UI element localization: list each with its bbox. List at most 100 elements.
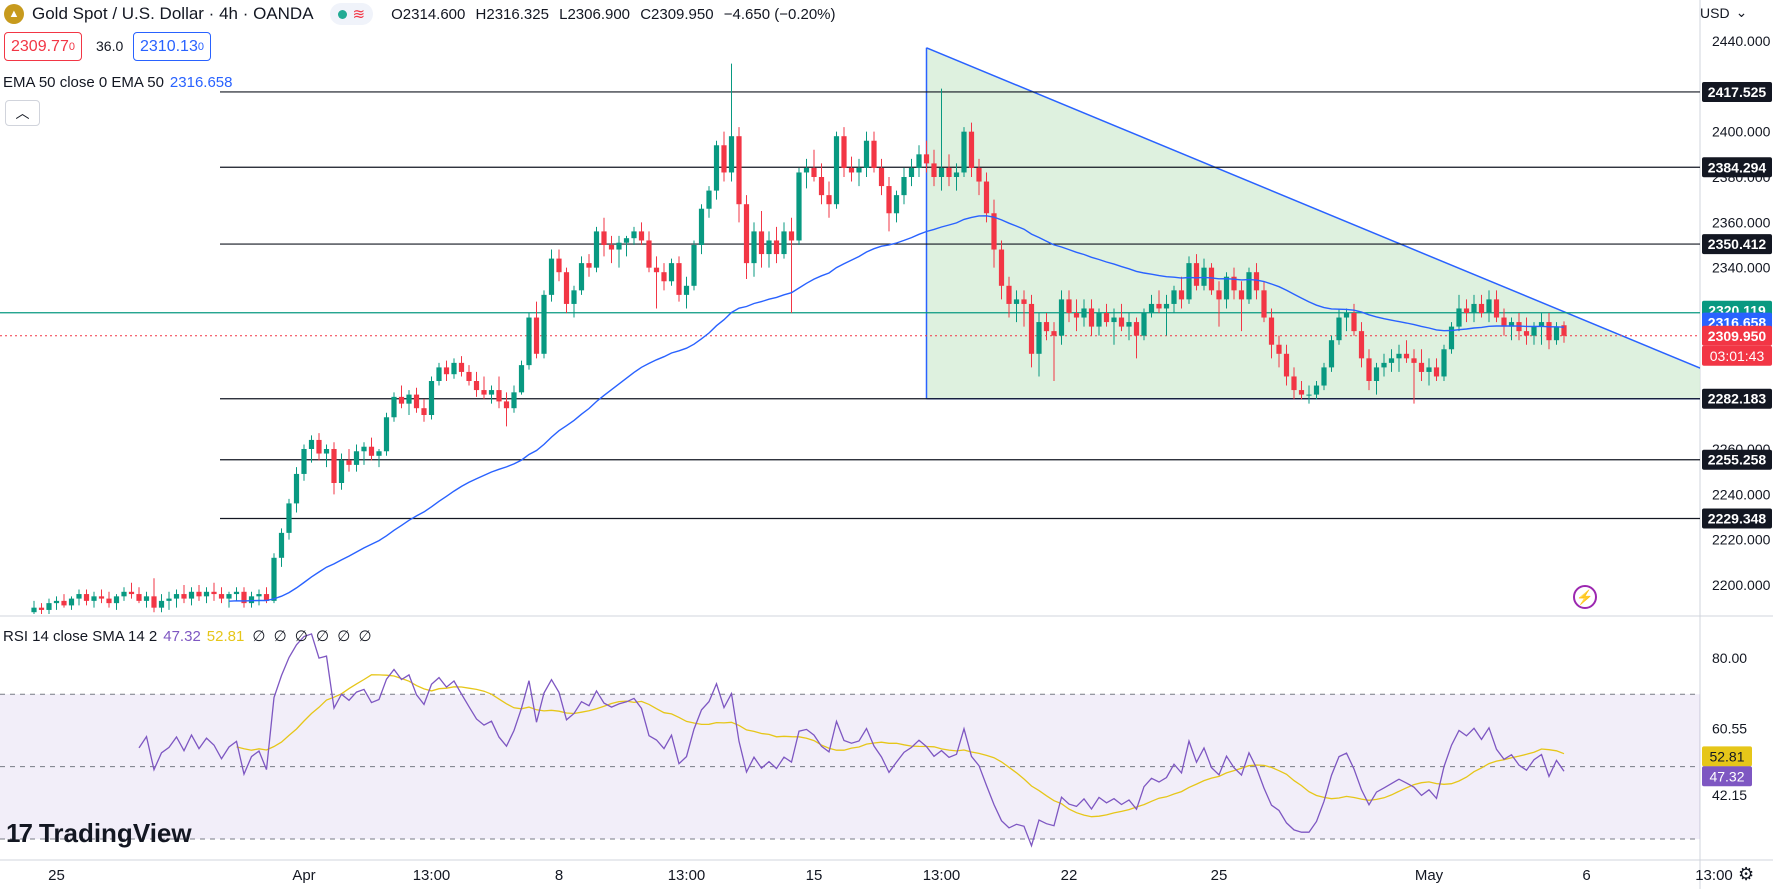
- candle: [938, 88, 945, 191]
- rsi-legend[interactable]: RSI 14 close SMA 14 2 47.32 52.81 ∅ ∅ ∅ ∅ ∅…: [3, 627, 374, 645]
- candle-body: [1081, 308, 1087, 318]
- tradingview-logo[interactable]: 17 TradingView: [6, 818, 192, 849]
- candle: [443, 360, 450, 381]
- candle-body: [376, 451, 382, 456]
- candle: [931, 149, 937, 187]
- candle-body: [1066, 299, 1072, 313]
- candle: [946, 154, 952, 187]
- candle-body: [173, 594, 180, 599]
- candle-body: [31, 607, 37, 613]
- candle-body: [488, 390, 495, 395]
- candle: [451, 358, 457, 379]
- candle: [661, 263, 667, 291]
- candle: [368, 437, 375, 461]
- candle: [1418, 349, 1425, 381]
- candle: [901, 167, 907, 205]
- candle: [1216, 281, 1222, 327]
- candle-body: [511, 392, 517, 409]
- candle-body: [293, 473, 300, 504]
- candle-body: [1373, 367, 1380, 381]
- candle-body: [998, 249, 1005, 286]
- candle-body: [473, 381, 480, 391]
- candle: [361, 442, 367, 465]
- candle: [1171, 285, 1177, 313]
- candle: [541, 290, 547, 359]
- candle-body: [143, 596, 150, 601]
- candle: [68, 596, 75, 610]
- candle-body: [1508, 322, 1515, 327]
- candle: [871, 131, 877, 173]
- candle-body: [1006, 285, 1012, 304]
- candle: [1366, 349, 1372, 391]
- candle: [586, 254, 592, 277]
- candle-body: [1111, 317, 1117, 323]
- candle-body: [53, 600, 60, 604]
- candle-body: [961, 131, 967, 173]
- candle-body: [706, 190, 712, 209]
- candle-body: [1186, 263, 1192, 300]
- open-value: O2314.600: [391, 5, 466, 23]
- candle: [1013, 290, 1020, 323]
- candle: [1253, 263, 1260, 300]
- candle: [271, 553, 277, 604]
- candle: [1441, 344, 1447, 381]
- level-price-label: 2417.525: [1708, 84, 1767, 100]
- candle: [1373, 362, 1380, 395]
- candle: [391, 392, 397, 422]
- level-price-label-bg: [1702, 508, 1772, 529]
- candle: [601, 217, 607, 257]
- tradingview-mark-icon: 17: [6, 818, 33, 848]
- sell-button[interactable]: 2309.77 0: [4, 32, 82, 61]
- candle: [1561, 321, 1567, 343]
- collapse-legend-button[interactable]: ︿: [5, 100, 40, 126]
- candle-body: [1073, 313, 1080, 318]
- candle: [623, 235, 630, 257]
- candle-body: [1028, 303, 1035, 354]
- level-price-label: 2350.412: [1708, 236, 1767, 252]
- candle-body: [1156, 303, 1162, 309]
- gear-icon[interactable]: ⚙: [1738, 864, 1755, 884]
- candle: [301, 444, 307, 481]
- candle-body: [338, 460, 345, 483]
- candle-body: [361, 446, 367, 452]
- candle: [848, 156, 855, 182]
- candle: [668, 258, 675, 286]
- candle: [46, 598, 52, 614]
- lightning-alert-icon[interactable]: ⚡: [1573, 585, 1597, 609]
- currency-selector[interactable]: USD ⌄: [1700, 4, 1747, 21]
- rsi-current-bg: [1702, 766, 1752, 787]
- low-value: L2306.900: [559, 5, 631, 23]
- candle: [1238, 281, 1245, 332]
- market-status[interactable]: ≋: [329, 3, 374, 25]
- candle: [736, 127, 742, 223]
- candle-body: [278, 532, 285, 558]
- candle-body: [1178, 290, 1185, 300]
- candle: [106, 591, 112, 608]
- candle-body: [436, 367, 442, 381]
- rsi-legend-value: 47.32: [163, 628, 201, 645]
- candle: [631, 226, 637, 245]
- candle-body: [1381, 362, 1387, 368]
- wave-icon: ≋: [352, 6, 366, 23]
- candle-body: [226, 594, 232, 599]
- candle: [323, 444, 330, 468]
- buy-button[interactable]: 2310.13 0: [133, 32, 211, 61]
- candle-body: [1126, 322, 1132, 327]
- candle: [241, 587, 247, 608]
- ema-legend[interactable]: EMA 50 close 0 EMA 50 2316.658: [3, 74, 233, 91]
- candle-body: [203, 591, 210, 597]
- candle-body: [181, 594, 187, 599]
- candle-body: [346, 460, 352, 465]
- candle: [638, 222, 645, 245]
- level-price-label: 2229.348: [1708, 510, 1767, 526]
- candle: [181, 585, 187, 604]
- candle-body: [1118, 317, 1125, 327]
- candle-body: [946, 167, 952, 177]
- symbol-title[interactable]: Gold Spot / U.S. Dollar · 4h · OANDA: [32, 4, 314, 23]
- candle: [1058, 290, 1065, 345]
- candle-body: [166, 598, 172, 601]
- candle: [413, 387, 420, 413]
- candle: [653, 256, 660, 309]
- level-price-label-bg: [1702, 157, 1772, 178]
